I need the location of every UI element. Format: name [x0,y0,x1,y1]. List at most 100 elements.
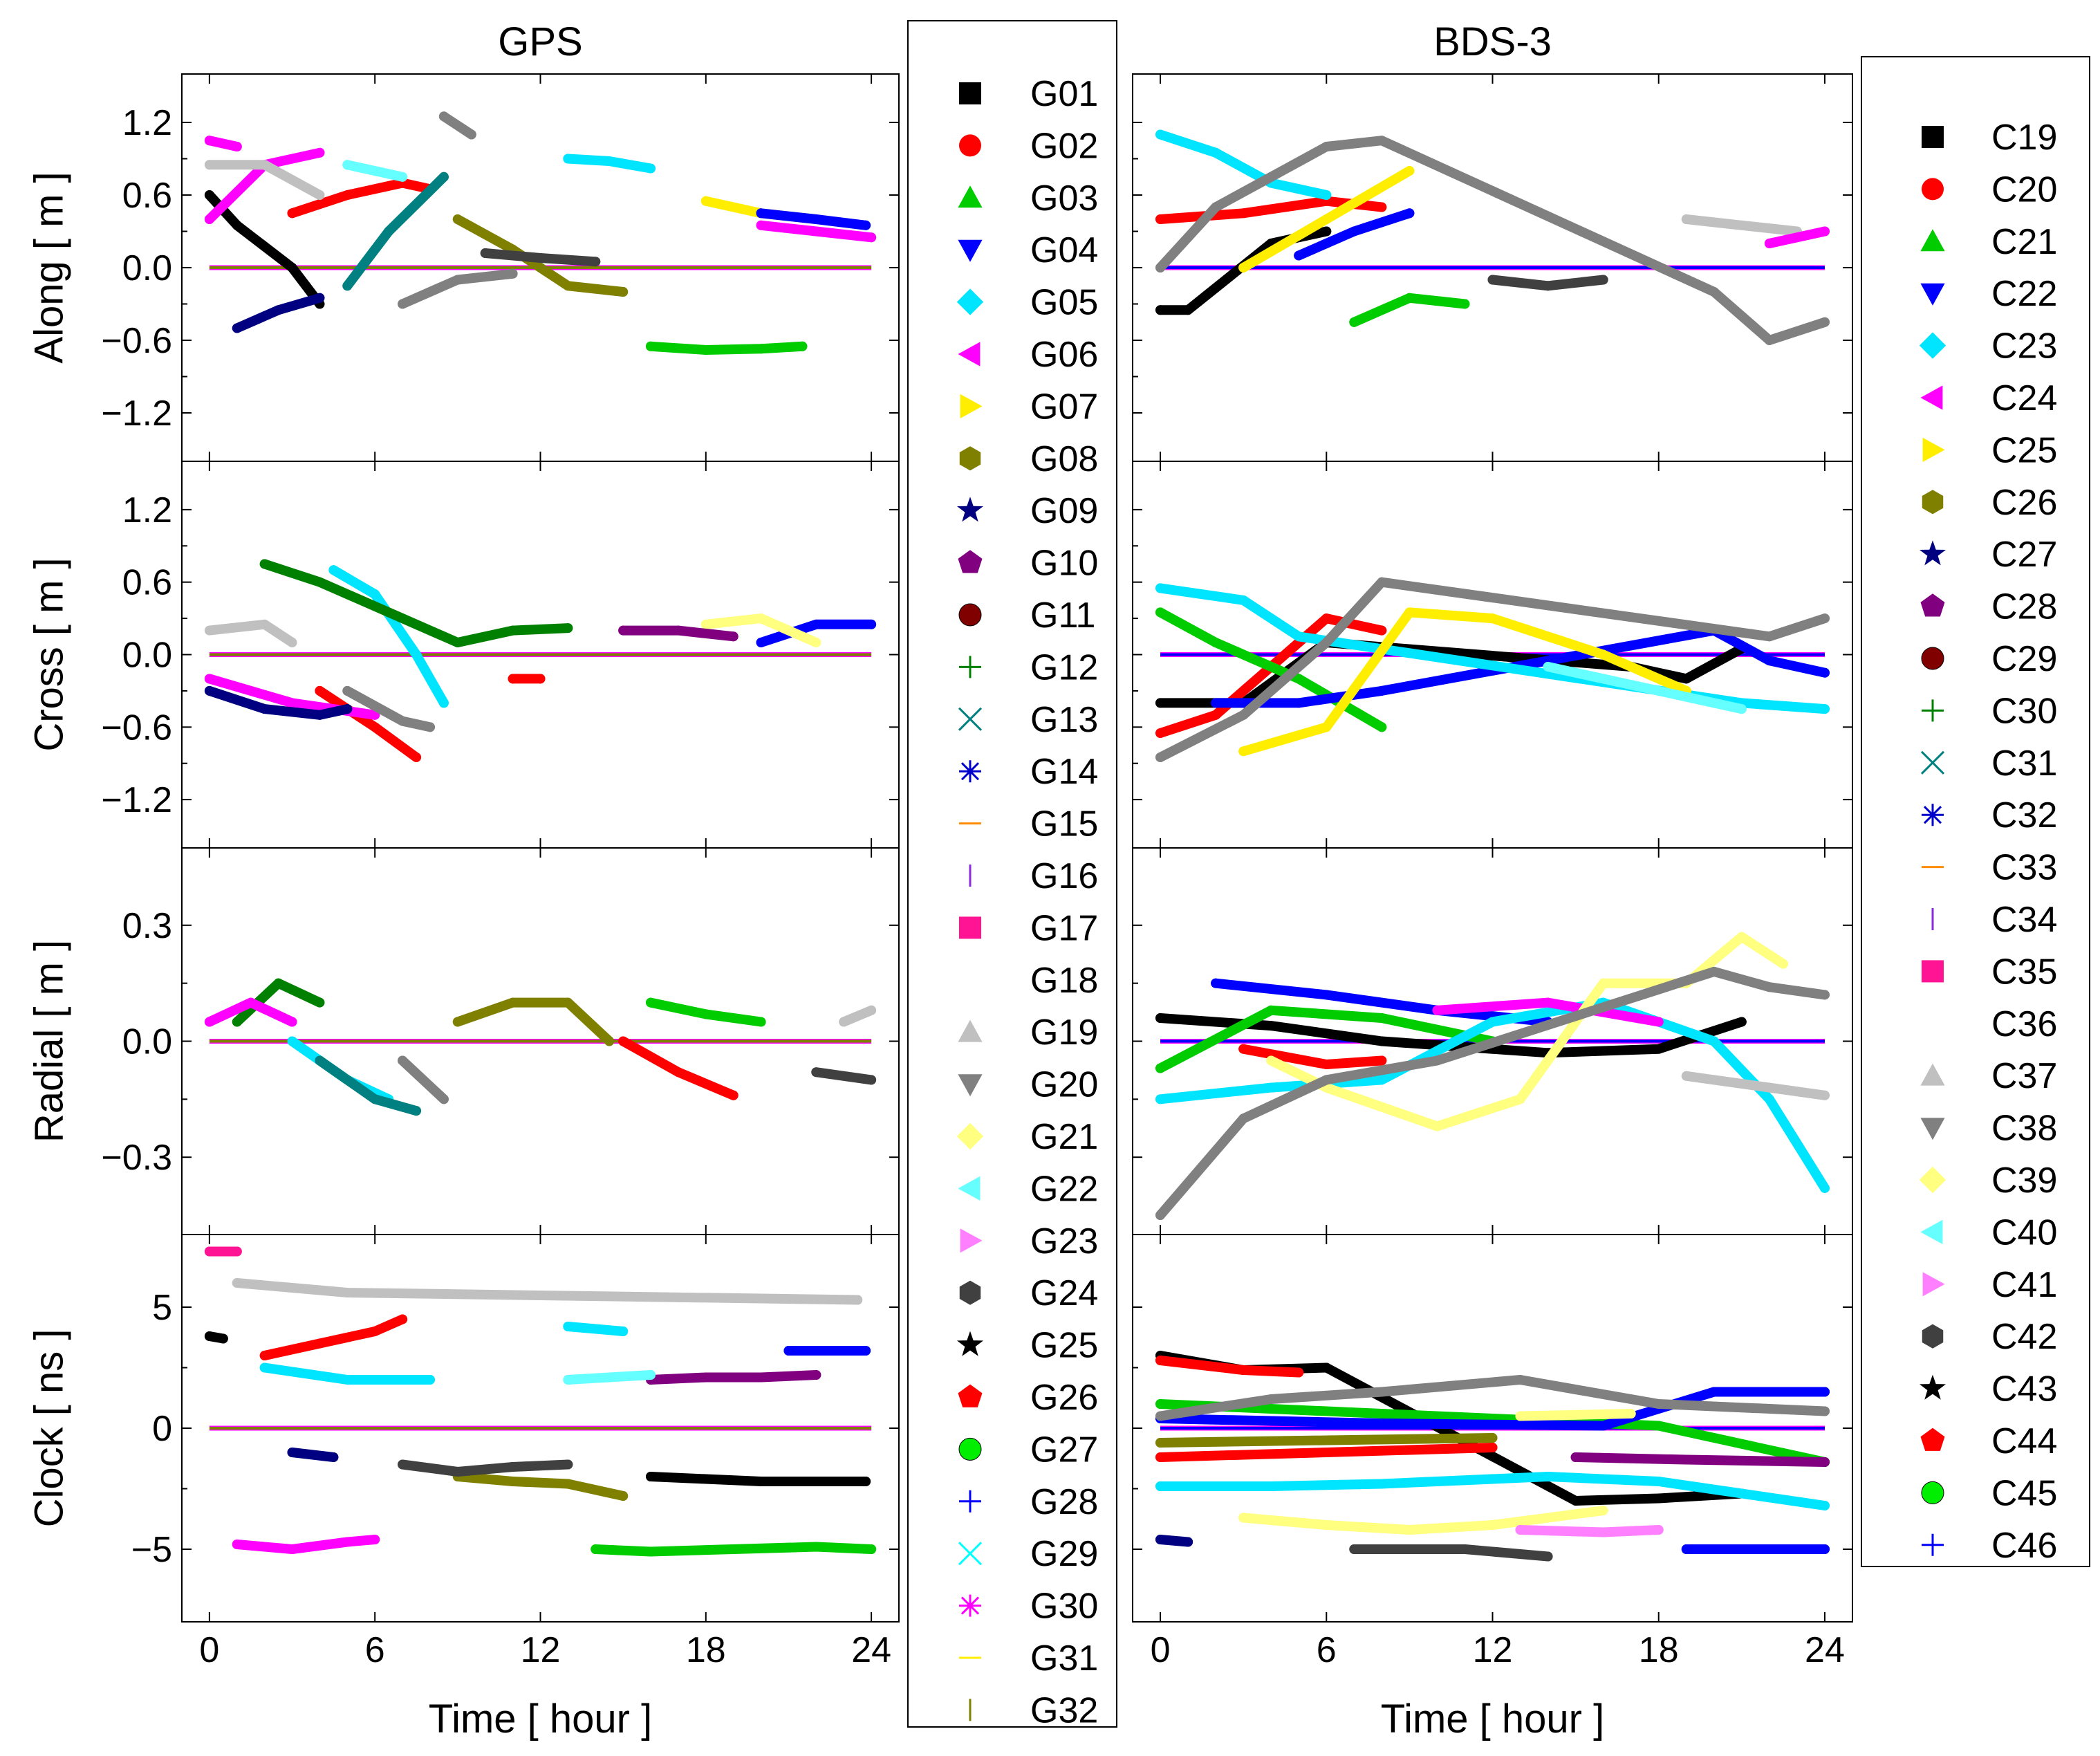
point-C24 [1819,226,1830,237]
point-G19 [259,160,270,170]
legend-item-g07: G07 [960,387,1098,427]
point-G30 [811,226,821,237]
point-C28 [1681,1454,1691,1465]
point-C38 [1764,982,1774,992]
point-G22 [646,1370,656,1380]
point-G03 [756,344,766,354]
point-C41 [1653,1525,1664,1535]
legend-item-g20: G20 [958,1065,1098,1105]
legend-label: C46 [1991,1526,2057,1566]
point-G20 [398,299,408,309]
point-C23 [1266,1481,1276,1491]
point-G06 [204,214,214,224]
point-G13 [411,1106,422,1116]
point-G06 [204,674,214,684]
legend-item-c37: C37 [1920,1056,2057,1096]
point-C42 [1460,1544,1470,1554]
point-G08 [618,1491,629,1501]
legend-label: G17 [1030,908,1098,948]
point-C22 [1819,1387,1830,1397]
point-C41 [1598,1527,1608,1537]
y-tick-label: 1.2 [122,103,172,143]
point-C38 [1321,638,1332,648]
y-tick-label: −1.2 [101,780,172,820]
legend-item-c21: C21 [1920,222,2057,262]
point-C22 [1377,1418,1387,1428]
point-C37 [1736,220,1747,230]
point-G13 [370,1094,380,1105]
legend-label: G07 [1030,387,1098,427]
sphere-marker-icon [958,1437,982,1461]
legend-item-g10: G10 [958,544,1098,584]
point-G02 [287,208,297,219]
point-G01 [861,1477,871,1486]
point-G09 [232,323,242,333]
point-C38 [1515,1375,1525,1385]
point-G09 [342,704,353,714]
point-G12 [273,978,284,988]
series-G20 [398,1055,449,1105]
point-C38 [1266,1394,1276,1404]
point-G24 [508,1462,518,1472]
point-C21 [1404,293,1415,303]
legend-item-c31: C31 [1920,743,2057,784]
legend-item-g03: G03 [958,178,1098,219]
point-C38 [1377,1387,1387,1397]
point-C38 [1764,335,1774,345]
clock-y-axis-title: Clock [ ns ] [26,1329,71,1528]
point-C23 [1709,1036,1719,1046]
legend-label: C36 [1991,1004,2057,1044]
triangle-left-marker-icon [958,1176,981,1201]
panel-data [1155,932,1830,1221]
point-G08 [508,997,518,1008]
gps-along-panel: −1.2 −0.6 0.0 0.6 1.2 Along [ m ] [26,73,900,462]
point-G08 [452,1017,463,1027]
hexagon-marker-icon [1922,490,1944,515]
point-C21 [1155,1399,1166,1409]
point-C39 [1626,1409,1636,1418]
point-G06 [315,147,325,158]
point-C22 [1709,1387,1719,1397]
point-C26 [1487,1433,1498,1443]
point-G09 [315,710,325,720]
legend-item-c22: C22 [1920,274,2057,314]
point-C25 [1321,214,1332,224]
point-G08 [563,997,573,1008]
point-C20 [1487,1443,1498,1452]
point-G24 [811,1067,821,1078]
y-tick-label: −0.3 [101,1138,172,1178]
point-C20 [1321,1448,1332,1457]
point-G12 [259,559,270,569]
legend-item-c26: C26 [1922,483,2057,523]
legend-label: C44 [1991,1421,2057,1461]
along-y-axis-title: Along [ m ] [26,172,71,363]
point-G20 [342,685,353,696]
legend-frame [907,20,1117,1728]
legend-item-c46: C46 [1922,1526,2057,1566]
panel-data [1155,1351,1830,1562]
series-G24 [398,1459,573,1477]
legend-label: C31 [1991,743,2057,784]
point-C39 [1238,1513,1249,1523]
point-C20 [1294,1367,1304,1378]
point-G22 [563,1375,573,1385]
legend-item-g18: G18 [1030,961,1098,1001]
asterisk-marker-icon [1922,804,1944,826]
point-G19 [315,190,325,200]
legend-label: G30 [1030,1587,1098,1627]
star-marker-icon [956,497,984,522]
point-C23 [1238,595,1249,605]
point-C38 [1819,613,1830,624]
y-tick-label: 0.6 [122,563,172,603]
point-G13 [384,226,394,237]
point-G05 [259,1362,270,1373]
legend-item-c23: C23 [1919,326,2057,367]
point-G20 [438,1094,449,1105]
bds-legend: C19 C20 C21 C22 C23 C24 C25 C26 C27 C28 C29 C30 C31 C… [1861,56,2090,1567]
point-C22 [1211,698,1221,708]
point-G24 [480,248,490,258]
series-C21 [1155,1399,1830,1467]
legend-label: G03 [1030,178,1098,219]
point-C22 [1404,208,1415,219]
legend-item-c41: C41 [1922,1265,2057,1305]
